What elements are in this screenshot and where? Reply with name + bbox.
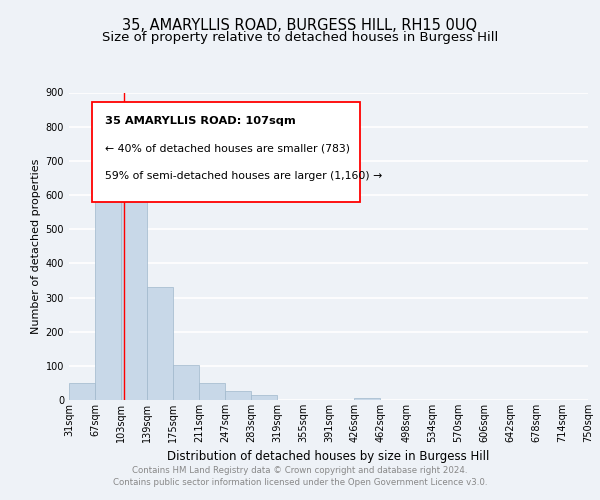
Text: 35, AMARYLLIS ROAD, BURGESS HILL, RH15 0UQ: 35, AMARYLLIS ROAD, BURGESS HILL, RH15 0… [122, 18, 478, 32]
Bar [199, 382, 225, 400]
X-axis label: Distribution of detached houses by size in Burgess Hill: Distribution of detached houses by size … [167, 450, 490, 464]
Bar [225, 391, 251, 400]
Text: Contains public sector information licensed under the Open Government Licence v3: Contains public sector information licen… [113, 478, 487, 487]
Text: 59% of semi-detached houses are larger (1,160) →: 59% of semi-detached houses are larger (… [106, 171, 383, 181]
Bar [147, 287, 173, 400]
FancyBboxPatch shape [92, 102, 359, 202]
Text: Contains HM Land Registry data © Crown copyright and database right 2024.: Contains HM Land Registry data © Crown c… [132, 466, 468, 475]
Bar [95, 176, 121, 400]
Text: Size of property relative to detached houses in Burgess Hill: Size of property relative to detached ho… [102, 31, 498, 44]
Text: 35 AMARYLLIS ROAD: 107sqm: 35 AMARYLLIS ROAD: 107sqm [106, 116, 296, 126]
Bar [173, 365, 199, 400]
Y-axis label: Number of detached properties: Number of detached properties [31, 158, 41, 334]
Text: ← 40% of detached houses are smaller (783): ← 40% of detached houses are smaller (78… [106, 143, 350, 153]
Bar [69, 383, 95, 400]
Bar [251, 395, 277, 400]
Bar [121, 147, 147, 400]
Bar [355, 398, 380, 400]
